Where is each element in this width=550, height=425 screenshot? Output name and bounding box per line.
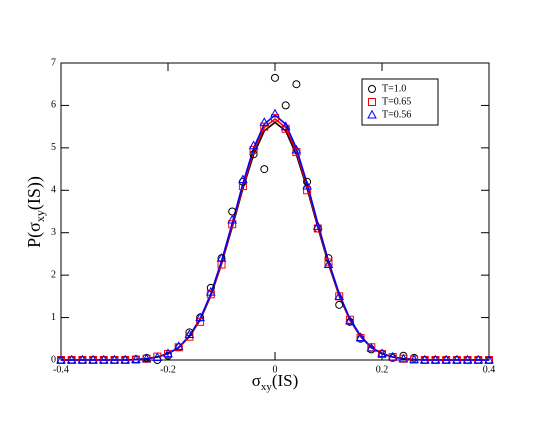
marker bbox=[205, 286, 216, 296]
marker bbox=[441, 354, 452, 364]
x-tick-label: 0.4 bbox=[483, 364, 496, 375]
y-axis-label: P(σxy(IS)) bbox=[24, 176, 47, 248]
marker bbox=[216, 252, 227, 262]
y-tick-label: 3 bbox=[51, 227, 56, 238]
marker bbox=[131, 354, 141, 364]
marker bbox=[260, 165, 269, 174]
marker bbox=[120, 354, 131, 364]
marker bbox=[323, 259, 334, 269]
marker bbox=[484, 354, 494, 364]
y-tick-label: 6 bbox=[51, 100, 56, 111]
y-tick-label: 0 bbox=[51, 354, 56, 365]
marker bbox=[260, 122, 269, 131]
marker bbox=[452, 354, 462, 364]
marker bbox=[206, 283, 215, 292]
marker bbox=[355, 332, 366, 342]
marker bbox=[152, 352, 163, 361]
y-tick-label: 2 bbox=[51, 269, 56, 280]
marker bbox=[271, 114, 279, 123]
marker bbox=[248, 140, 259, 150]
marker bbox=[88, 354, 98, 364]
marker bbox=[270, 108, 280, 118]
marker bbox=[174, 343, 183, 352]
marker bbox=[227, 214, 238, 224]
y-tick-label: 4 bbox=[51, 185, 56, 196]
marker bbox=[324, 254, 333, 263]
marker bbox=[291, 144, 302, 154]
marker bbox=[77, 354, 88, 364]
x-tick-label: 0.2 bbox=[376, 364, 389, 375]
marker bbox=[280, 121, 291, 131]
marker bbox=[387, 351, 398, 361]
marker bbox=[324, 258, 333, 267]
marker bbox=[259, 117, 270, 126]
marker bbox=[281, 101, 290, 110]
marker bbox=[249, 145, 258, 154]
marker bbox=[345, 315, 355, 325]
marker bbox=[109, 354, 120, 364]
marker bbox=[366, 342, 377, 352]
marker bbox=[356, 333, 365, 342]
marker bbox=[378, 350, 386, 359]
legend-label: T=1.0 bbox=[382, 83, 406, 94]
y-tick-label: 7 bbox=[51, 57, 56, 68]
x-tick-label: 0 bbox=[273, 364, 278, 375]
marker bbox=[195, 312, 205, 322]
marker bbox=[419, 354, 430, 364]
marker bbox=[66, 354, 77, 364]
marker bbox=[98, 354, 109, 364]
marker bbox=[312, 221, 323, 230]
x-axis-label: σxy(IS) bbox=[252, 371, 299, 393]
legend-marker bbox=[368, 98, 376, 106]
marker bbox=[173, 341, 184, 350]
marker bbox=[196, 317, 205, 326]
legend-label: T=0.65 bbox=[382, 96, 411, 107]
marker bbox=[185, 328, 194, 337]
marker bbox=[292, 80, 301, 89]
legend-marker bbox=[368, 85, 376, 93]
marker bbox=[141, 353, 152, 363]
marker bbox=[56, 354, 66, 364]
marker bbox=[335, 300, 344, 309]
x-tick-label: -0.2 bbox=[160, 364, 176, 375]
marker bbox=[271, 73, 279, 82]
marker bbox=[238, 174, 248, 184]
y-tick-label: 1 bbox=[51, 312, 56, 323]
marker bbox=[303, 186, 312, 195]
marker bbox=[409, 354, 419, 364]
marker bbox=[164, 350, 172, 359]
marker bbox=[473, 354, 484, 364]
marker bbox=[302, 180, 312, 190]
marker bbox=[377, 348, 387, 358]
legend-label: T=0.56 bbox=[382, 109, 411, 120]
y-tick-label: 5 bbox=[51, 142, 56, 153]
marker bbox=[462, 354, 473, 364]
marker bbox=[430, 354, 441, 364]
marker bbox=[184, 329, 195, 339]
x-tick-label: -0.4 bbox=[53, 364, 69, 375]
marker bbox=[398, 353, 409, 363]
marker bbox=[334, 291, 345, 300]
legend-marker bbox=[367, 109, 377, 119]
marker bbox=[249, 150, 258, 159]
marker bbox=[228, 220, 237, 229]
marker bbox=[303, 177, 312, 186]
marker bbox=[163, 348, 173, 358]
